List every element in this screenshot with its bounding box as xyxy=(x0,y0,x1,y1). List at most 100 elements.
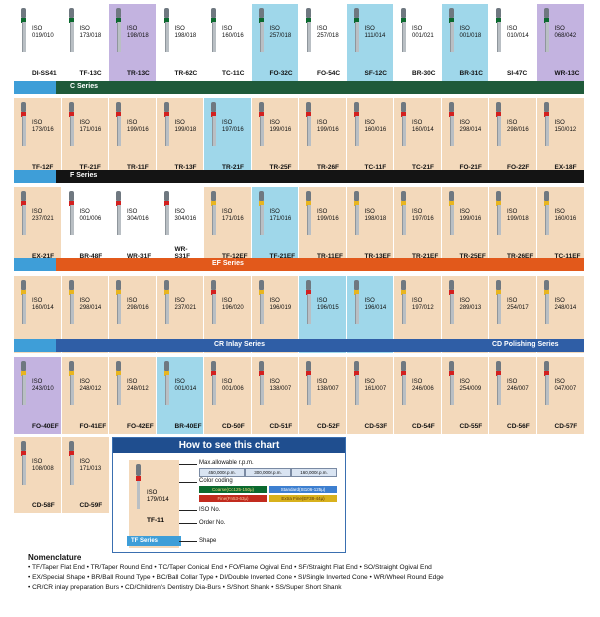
order-number: CD-52F xyxy=(317,423,340,430)
iso-label: ISO xyxy=(459,26,470,32)
bur-icon xyxy=(115,280,123,326)
bur-shank-icon xyxy=(117,294,121,324)
series-edge-cap xyxy=(14,81,56,94)
legend-box: How to see this chart ISO 179/014 TF-11 … xyxy=(112,437,346,553)
iso-number: 289/013 xyxy=(459,305,482,311)
bur-head-icon xyxy=(353,361,359,371)
bur-icon xyxy=(543,191,551,237)
bur-row: ISO 108/008 CD-58F ISO 171/013 CD-59F xyxy=(14,437,109,513)
bur-cell: ISO 150/012 EX-18F xyxy=(536,98,584,175)
bur-band-icon xyxy=(306,371,311,376)
bur-icon xyxy=(258,191,266,237)
bur-band-icon xyxy=(68,290,74,295)
bur-cell: ISO 199/016 TR-11F xyxy=(109,98,157,175)
order-number: FO-21F xyxy=(459,164,482,171)
bur-cell: ISO 257/018 FO-32C xyxy=(251,4,299,81)
bur-band-icon xyxy=(401,18,406,23)
bur-shank-icon xyxy=(354,294,359,324)
bur-head-icon xyxy=(116,8,121,18)
bur-head-icon xyxy=(496,8,501,18)
iso-label: ISO xyxy=(412,379,423,385)
bur-band-icon xyxy=(306,201,311,206)
legend-color-coding-label: Color coding xyxy=(199,478,233,484)
bur-shank-icon xyxy=(544,22,549,52)
bur-icon xyxy=(115,191,123,237)
bur-cell: ISO 298/014 FO-21F xyxy=(441,98,489,175)
legend-sample-bur xyxy=(135,464,143,514)
iso-number: 171/013 xyxy=(79,466,102,472)
bur-band-icon xyxy=(306,112,311,117)
bur-shank-icon xyxy=(212,116,216,146)
order-number: CD-58F xyxy=(32,502,55,509)
bur-head-icon xyxy=(401,191,406,201)
iso-number: 254/017 xyxy=(507,305,529,311)
iso-number: 199/016 xyxy=(459,216,482,222)
rpm-chip: 300,000r.p.m. xyxy=(245,468,291,477)
iso-number: 138/007 xyxy=(269,386,292,392)
iso-number: 001/021 xyxy=(412,33,434,39)
legend-title: How to see this chart xyxy=(113,438,345,453)
bur-icon xyxy=(210,280,218,326)
bur-band-icon xyxy=(21,201,26,206)
bur-icon xyxy=(210,102,218,148)
iso-label: ISO xyxy=(32,120,43,126)
bur-band-icon xyxy=(353,290,359,295)
bur-shank-icon xyxy=(137,481,140,509)
iso-number: 243/010 xyxy=(32,386,54,392)
bur-shank-icon xyxy=(117,116,121,146)
bur-band-icon xyxy=(258,112,264,117)
bur-head-icon xyxy=(306,280,311,290)
bur-band-icon xyxy=(496,371,501,376)
iso-number: 001/006 xyxy=(222,386,244,392)
bur-icon xyxy=(448,191,456,237)
bur-shank-icon xyxy=(69,294,74,324)
order-number: TC-11C xyxy=(222,70,245,77)
bur-band-icon xyxy=(163,18,169,23)
bur-icon xyxy=(20,191,28,237)
bur-icon xyxy=(495,280,503,326)
order-number: FO-32C xyxy=(269,70,293,77)
bur-head-icon xyxy=(258,191,264,201)
bur-shank-icon xyxy=(354,116,359,146)
bur-shank-icon xyxy=(544,294,549,324)
iso-label: ISO xyxy=(554,298,565,304)
bur-head-icon xyxy=(353,191,359,201)
bur-shank-icon xyxy=(449,116,454,146)
nomenclature-title: Nomenclature xyxy=(28,553,82,562)
bur-head-icon xyxy=(116,361,121,371)
iso-number: 298/014 xyxy=(79,305,102,311)
series-separator: EF Series xyxy=(14,258,584,271)
iso-label: ISO xyxy=(317,379,328,385)
bur-band-icon xyxy=(21,371,26,376)
order-number: CD-56F xyxy=(507,423,530,430)
bur-cell: ISO 160/016 TC-11EF xyxy=(536,187,584,264)
bur-icon xyxy=(163,8,171,54)
bur-cell: ISO 257/018 FO-54C xyxy=(299,4,347,81)
bur-shank-icon xyxy=(22,455,26,485)
bur-icon xyxy=(400,8,408,54)
bur-shank-icon xyxy=(164,375,169,405)
order-number: FO-42EF xyxy=(127,423,154,430)
iso-label: ISO xyxy=(222,209,233,215)
bur-icon xyxy=(495,361,503,407)
bur-band-icon xyxy=(116,18,121,23)
series-edge-cap xyxy=(14,258,56,271)
bur-icon xyxy=(543,8,551,54)
bur-head-icon xyxy=(401,280,406,290)
bur-cell: ISO 198/018 TR-13EF xyxy=(346,187,394,264)
bur-cell: ISO 298/016 FO-22F xyxy=(489,98,537,175)
bur-head-icon xyxy=(543,280,549,290)
bur-head-icon xyxy=(211,191,216,201)
iso-label: ISO xyxy=(174,26,185,32)
bur-head-icon xyxy=(163,280,169,290)
iso-label: ISO xyxy=(79,26,90,32)
bur-head-icon xyxy=(68,102,74,112)
iso-number: 150/012 xyxy=(554,127,577,133)
bur-band-icon xyxy=(401,112,406,117)
bur-band-icon xyxy=(211,371,216,376)
rpm-chip: 160,000r.p.m. xyxy=(291,468,337,477)
bur-shank-icon xyxy=(22,116,26,146)
bur-band-icon xyxy=(116,371,121,376)
bur-row: ISO 243/010 FO-40EF ISO 248/012 FO-41EF ISO 248… xyxy=(14,357,584,434)
iso-number: 246/006 xyxy=(412,386,434,392)
